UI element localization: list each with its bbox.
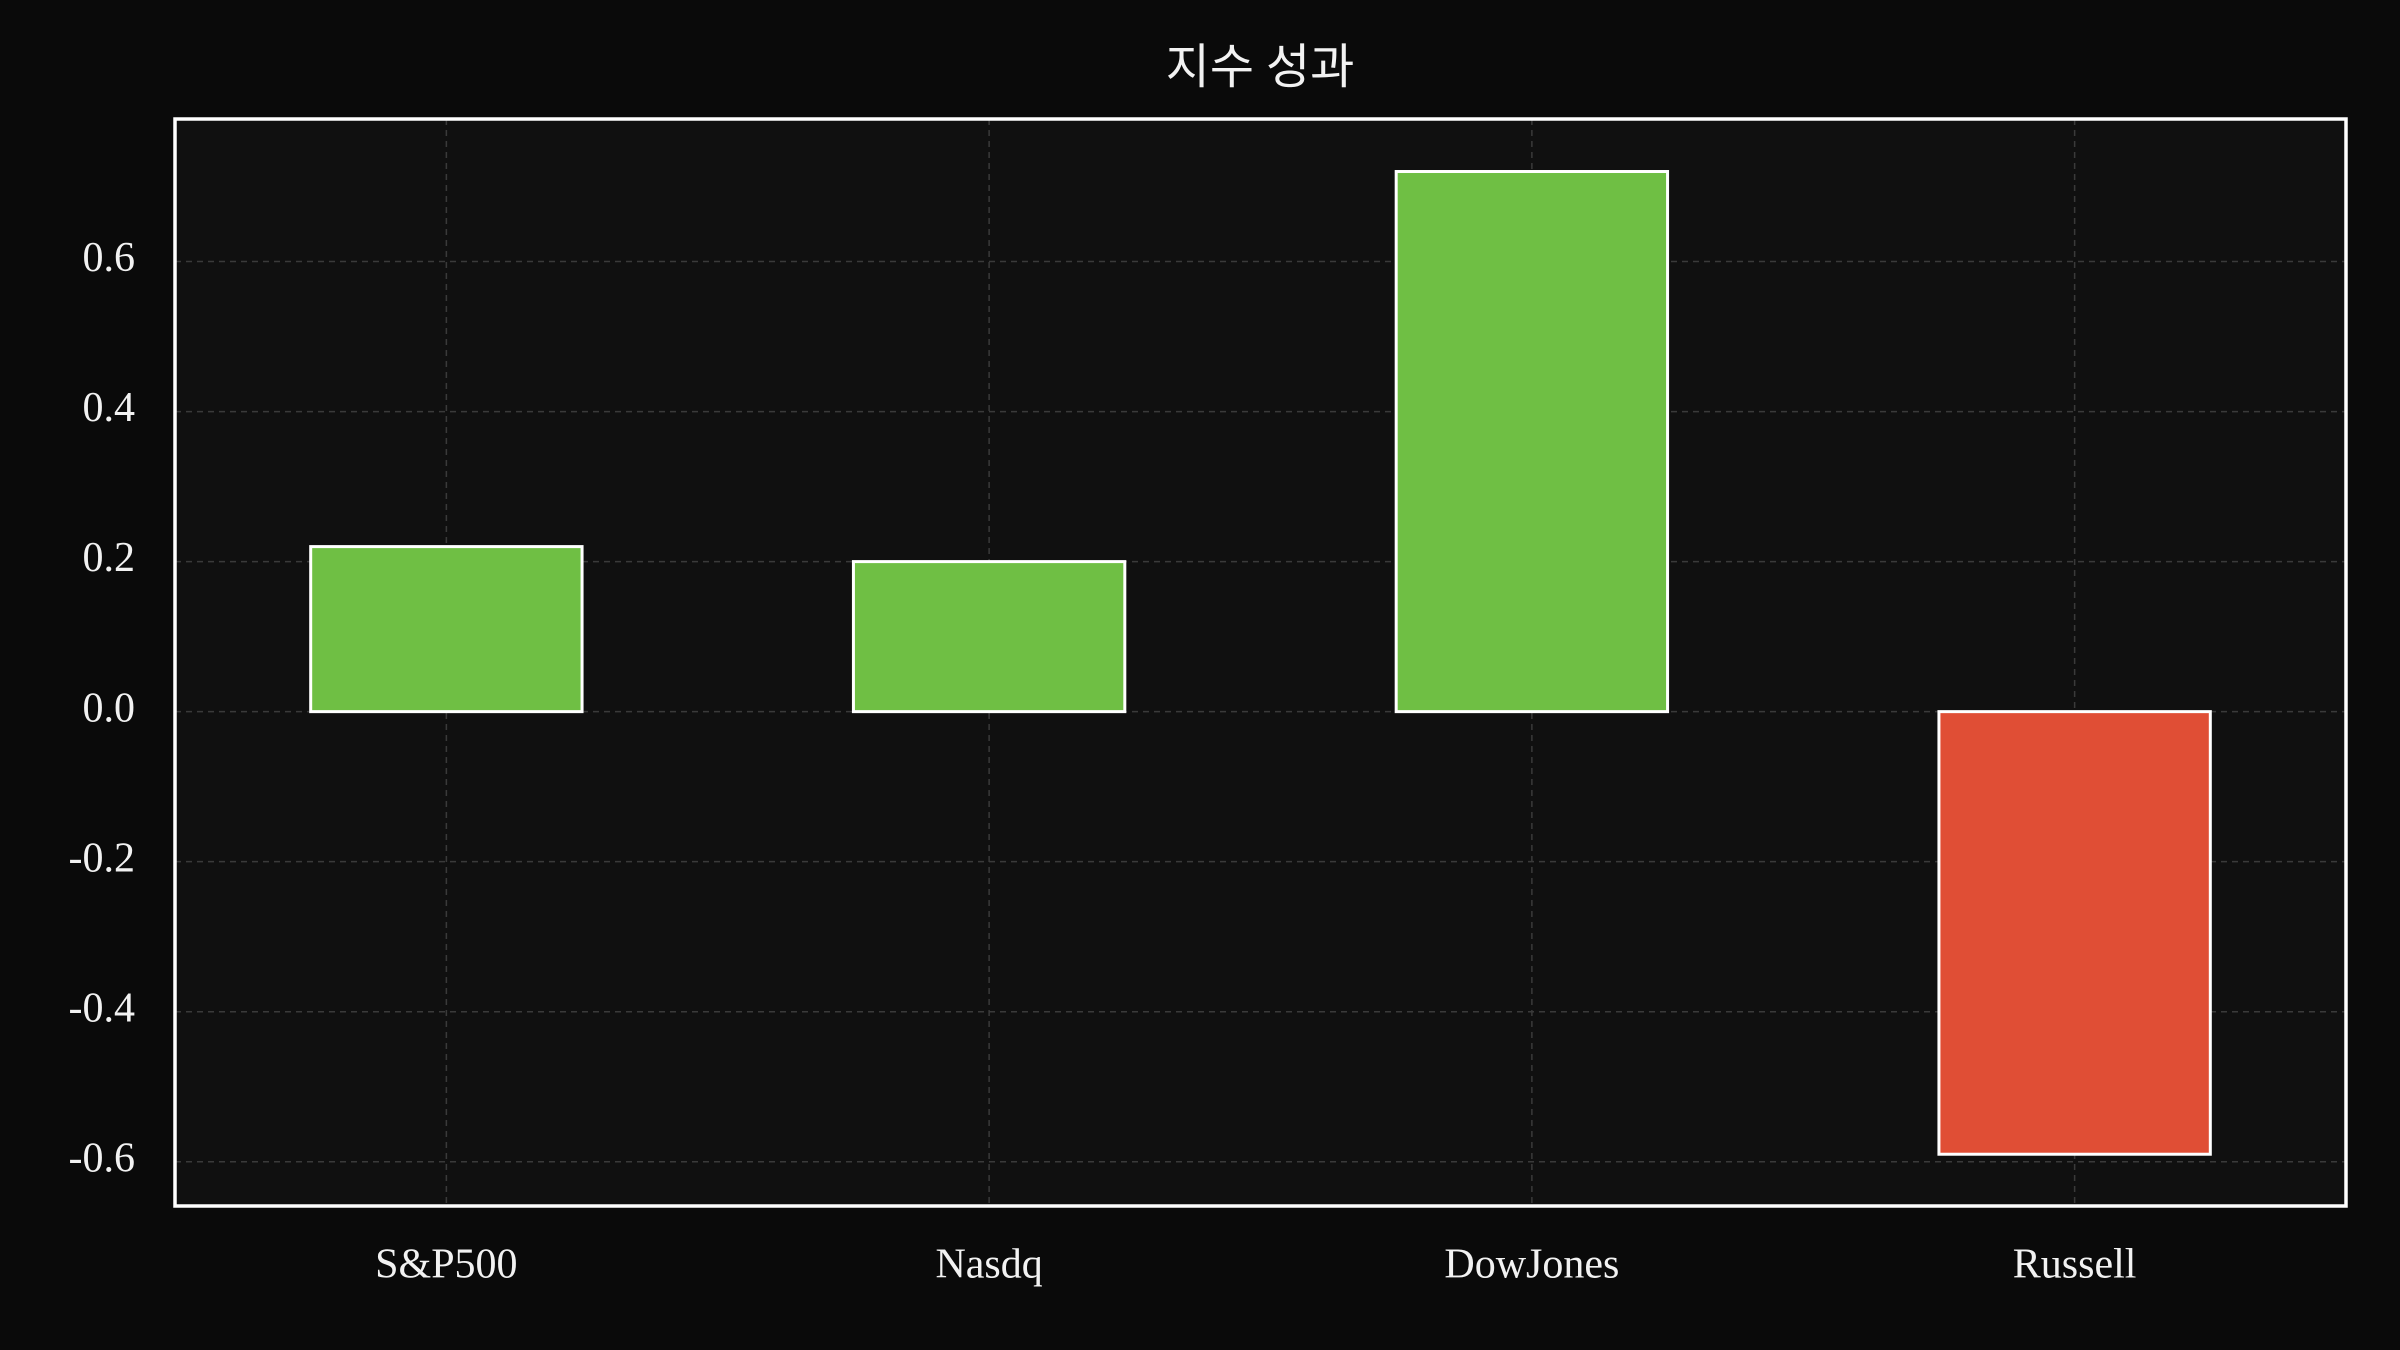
y-tick-label: -0.6 [69,1135,136,1181]
y-tick-label: 0.2 [83,535,136,581]
x-tick-label: DowJones [1444,1242,1619,1288]
bar [1394,170,1670,714]
y-tick-label: -0.2 [69,835,136,881]
bar [309,545,584,714]
x-tick-label: S&P500 [375,1242,517,1288]
plot-frame [173,117,2348,1208]
y-tick-label: 0.4 [83,385,136,431]
bar [1937,710,2212,1156]
y-tick-label: 0.0 [83,685,136,731]
chart-title: 지수 성과 [1166,41,1355,94]
x-tick-label: Nasdq [935,1242,1042,1288]
x-tick-label: Russell [2013,1242,2137,1288]
y-tick-label: -0.4 [69,985,136,1031]
y-tick-label: 0.6 [83,235,136,281]
bar [851,560,1127,714]
